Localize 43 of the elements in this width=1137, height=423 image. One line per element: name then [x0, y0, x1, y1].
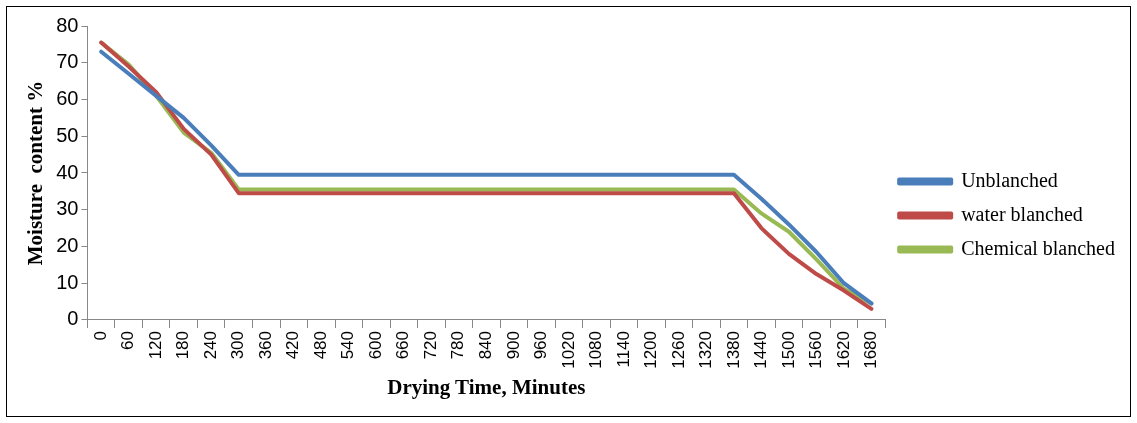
y-axis-title: Moisture content %: [23, 80, 48, 266]
legend-label: water blanched: [961, 202, 1083, 225]
x-tick-label: 420: [283, 330, 303, 360]
x-tick-label: 660: [393, 330, 413, 360]
x-tick-label: 1320: [696, 330, 716, 369]
x-tick-label: 180: [173, 330, 193, 360]
x-tick-label: 0: [90, 330, 110, 341]
x-tick-label: 1140: [613, 330, 633, 368]
x-tick-label: 720: [420, 330, 440, 360]
x-tick-label: 360: [255, 330, 275, 360]
y-tick-label: 10: [56, 270, 79, 293]
x-tick-label: 600: [365, 330, 385, 360]
y-tick-label: 60: [56, 87, 79, 110]
legend-label: Unblanched: [961, 168, 1058, 191]
x-tick-label: 240: [200, 330, 220, 360]
x-tick-label: 1560: [806, 330, 826, 369]
x-tick-label: 1020: [558, 330, 578, 369]
x-tick-label: 780: [448, 330, 468, 360]
x-tick-label: 960: [531, 330, 551, 360]
y-tick-label: 30: [56, 197, 79, 220]
x-tick-label: 1500: [778, 330, 798, 369]
x-tick-label: 1260: [668, 330, 688, 369]
y-tick-label: 20: [56, 234, 79, 256]
y-tick-label: 0: [67, 307, 79, 330]
x-tick-label: 1380: [723, 330, 743, 369]
x-tick-label: 900: [503, 330, 523, 360]
y-tick-label: 40: [56, 160, 79, 183]
x-tick-label: 300: [228, 330, 248, 360]
x-axis-title: Drying Time, Minutes: [387, 374, 586, 399]
x-tick-label: 1080: [586, 330, 606, 369]
x-tick-label: 840: [476, 330, 495, 360]
x-tick-label: 480: [310, 330, 330, 360]
x-tick-label: 60: [118, 330, 138, 350]
x-tick-label: 540: [338, 330, 358, 360]
x-tick-label: 1200: [641, 330, 661, 369]
y-tick-label: 70: [56, 50, 79, 73]
legend-label: Chemical blanched: [961, 236, 1115, 259]
x-tick-label: 1440: [751, 330, 771, 369]
y-tick-label: 80: [56, 13, 79, 36]
x-tick-label: 120: [145, 330, 165, 360]
y-tick-label: 50: [56, 123, 79, 146]
x-tick-label: 1620: [833, 330, 853, 369]
x-tick-label: 1680: [861, 330, 881, 369]
